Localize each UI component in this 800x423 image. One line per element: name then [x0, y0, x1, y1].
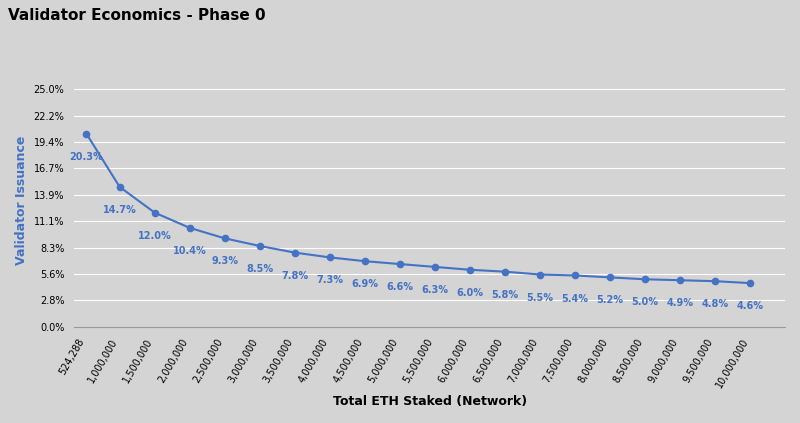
Text: 8.5%: 8.5%: [246, 264, 274, 274]
Text: 12.0%: 12.0%: [138, 231, 171, 241]
Text: 4.6%: 4.6%: [737, 301, 763, 311]
Text: 7.8%: 7.8%: [281, 271, 308, 281]
Text: 5.4%: 5.4%: [562, 294, 588, 304]
Text: 9.3%: 9.3%: [211, 256, 238, 266]
Text: 6.9%: 6.9%: [351, 279, 378, 289]
Text: 4.8%: 4.8%: [702, 299, 729, 309]
Text: 7.3%: 7.3%: [316, 275, 343, 286]
Text: 5.8%: 5.8%: [491, 290, 518, 300]
Text: 10.4%: 10.4%: [173, 246, 206, 256]
Text: 4.9%: 4.9%: [666, 298, 694, 308]
Text: 14.7%: 14.7%: [103, 205, 137, 215]
X-axis label: Total ETH Staked (Network): Total ETH Staked (Network): [333, 395, 526, 408]
Text: 6.3%: 6.3%: [422, 285, 448, 295]
Y-axis label: Validator Issuance: Validator Issuance: [15, 136, 28, 265]
Text: 6.0%: 6.0%: [456, 288, 483, 298]
Text: 5.2%: 5.2%: [597, 295, 623, 305]
Text: 20.3%: 20.3%: [70, 152, 103, 162]
Text: 6.6%: 6.6%: [386, 282, 414, 292]
Text: 5.0%: 5.0%: [631, 297, 658, 308]
Text: Validator Economics - Phase 0: Validator Economics - Phase 0: [8, 8, 266, 23]
Text: 5.5%: 5.5%: [526, 293, 554, 302]
